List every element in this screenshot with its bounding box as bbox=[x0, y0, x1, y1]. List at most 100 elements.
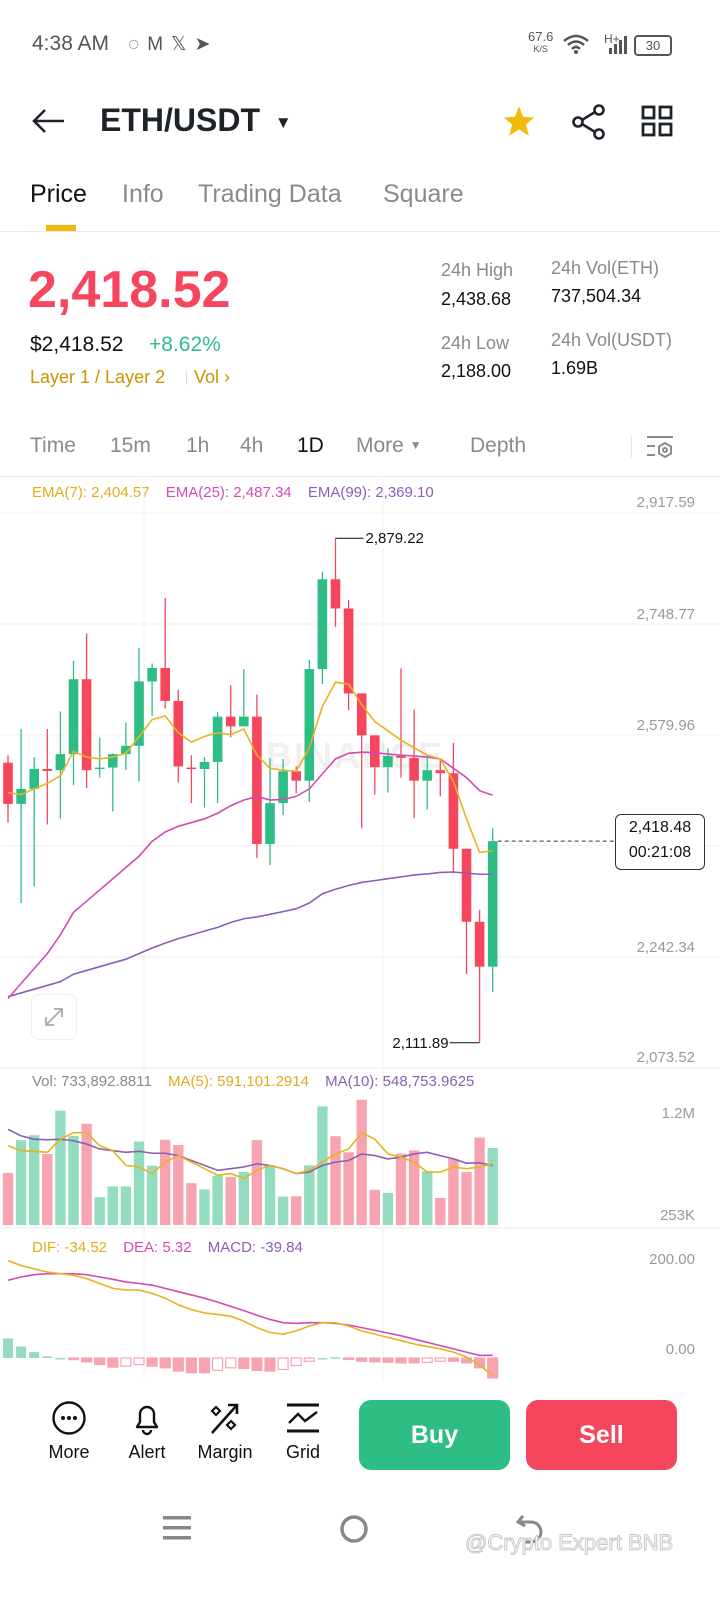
volume-bar bbox=[173, 1145, 184, 1225]
buy-button[interactable]: Buy bbox=[359, 1400, 510, 1470]
volume-bar bbox=[422, 1171, 433, 1225]
candle-up bbox=[16, 788, 26, 804]
volume-bar bbox=[238, 1172, 249, 1225]
toolbar-more[interactable]: More bbox=[34, 1400, 104, 1463]
nav-recents-icon[interactable] bbox=[163, 1514, 191, 1542]
candle-down bbox=[396, 755, 406, 758]
tab-trading-data[interactable]: Trading Data bbox=[198, 180, 342, 208]
macd-histogram-bar bbox=[212, 1357, 224, 1371]
macd-histogram-bar bbox=[356, 1357, 368, 1362]
high-price-label: 2,879.22 bbox=[366, 530, 424, 547]
interval-depth[interactable]: Depth bbox=[470, 434, 527, 457]
pair-selector[interactable]: ETH/USDT ▼ bbox=[100, 102, 292, 139]
price-tick-label: 2,748.77 bbox=[637, 606, 695, 623]
volume-bar bbox=[291, 1196, 302, 1225]
candle-up bbox=[422, 770, 432, 781]
toolbar-grid[interactable]: Grid bbox=[268, 1400, 338, 1463]
interval-15m[interactable]: 15m bbox=[110, 434, 151, 457]
sell-button[interactable]: Sell bbox=[526, 1400, 677, 1470]
tab-price[interactable]: Price bbox=[30, 180, 87, 208]
interval-separator bbox=[631, 436, 632, 458]
fullscreen-button[interactable] bbox=[31, 994, 77, 1040]
stat-24h-high-value: 2,438.68 bbox=[441, 289, 512, 309]
candle-down bbox=[3, 762, 13, 804]
volume-bar bbox=[435, 1197, 446, 1225]
volume-legend: Vol: 733,892.8811 MA(5): 591,101.2914 MA… bbox=[32, 1073, 474, 1090]
macd-legend: DIF: -34.52 DEA: 5.32 MACD: -39.84 bbox=[32, 1239, 303, 1256]
candle-down bbox=[474, 921, 485, 967]
ma10-legend: MA(10): 548,753.9625 bbox=[325, 1073, 475, 1090]
kline-chart[interactable]: BINANCE 2,917.592,748.772,579.962,242.34… bbox=[0, 0, 720, 1390]
macd-histogram-bar bbox=[487, 1357, 499, 1379]
macd-histogram-bar bbox=[264, 1357, 276, 1372]
tag-separator bbox=[186, 371, 187, 385]
macd-histogram-bar bbox=[447, 1357, 459, 1362]
macd-histogram-bar bbox=[3, 1338, 13, 1358]
notification-icons: ◌M𝕏➤ bbox=[128, 33, 218, 56]
pair-title: ETH/USDT bbox=[100, 102, 260, 138]
stat-24h-vol-usdt-value: 1.69B bbox=[551, 358, 599, 378]
volume-bar bbox=[107, 1186, 118, 1225]
net-speed-unit: K/S bbox=[533, 44, 548, 54]
macd-histogram-bar bbox=[330, 1357, 341, 1359]
category-tags[interactable]: Layer 1 / Layer 2 bbox=[30, 367, 166, 387]
vol-link[interactable]: Vol › bbox=[194, 367, 230, 388]
favorite-star-icon[interactable] bbox=[502, 105, 536, 137]
volume-bar bbox=[120, 1186, 132, 1225]
price-tick-label: 2,917.59 bbox=[637, 494, 695, 511]
candle-up bbox=[487, 841, 498, 967]
more-dots-icon bbox=[52, 1401, 86, 1435]
macd-histogram-bar bbox=[238, 1357, 250, 1370]
macd-histogram-bar bbox=[225, 1357, 237, 1369]
interval-4h[interactable]: 4h bbox=[240, 434, 264, 457]
ma5-legend: MA(5): 591,101.2914 bbox=[168, 1073, 309, 1090]
volume-bar bbox=[448, 1158, 459, 1225]
stat-24h-vol-eth-label: 24h Vol(ETH) bbox=[551, 258, 660, 278]
candle-down bbox=[252, 716, 262, 844]
x-icon: 𝕏 bbox=[171, 34, 195, 55]
interval-more[interactable]: More ▼ bbox=[356, 434, 422, 458]
current-price-box[interactable]: 2,418.48 00:21:08 bbox=[615, 814, 705, 871]
toolbar-alert[interactable]: Alert bbox=[112, 1400, 182, 1463]
tab-info[interactable]: Info bbox=[122, 180, 164, 208]
interval-time[interactable]: Time bbox=[30, 434, 76, 457]
price-tick-label: 2,579.96 bbox=[637, 717, 695, 734]
toolbar-margin[interactable]: Margin bbox=[190, 1400, 260, 1463]
interval-1d[interactable]: 1D bbox=[297, 434, 324, 457]
macd-histogram-bar bbox=[133, 1357, 145, 1366]
nav-home-icon[interactable] bbox=[339, 1514, 369, 1544]
ema-legend: EMA(7): 2,404.57 EMA(25): 2,487.34 EMA(9… bbox=[32, 484, 434, 501]
interval-more-label: More bbox=[356, 434, 404, 457]
toolbar-margin-label: Margin bbox=[197, 1442, 253, 1462]
volume-bar bbox=[277, 1196, 289, 1225]
candle-down bbox=[291, 771, 301, 781]
net-speed: 67.6 K/S bbox=[528, 29, 554, 55]
net-speed-value: 67.6 bbox=[528, 29, 554, 44]
ema99-legend: EMA(99): 2,369.10 bbox=[307, 484, 434, 501]
back-arrow-icon[interactable] bbox=[32, 108, 66, 134]
nav-back-icon[interactable] bbox=[515, 1512, 545, 1544]
macd-histogram-bar bbox=[395, 1357, 407, 1364]
macd-histogram-bar bbox=[29, 1352, 40, 1358]
toolbar-alert-label: Alert bbox=[128, 1442, 166, 1462]
volume-ma5-line bbox=[7, 1131, 493, 1180]
volume-bar bbox=[68, 1135, 79, 1225]
whatsapp-icon: ◌ bbox=[128, 34, 148, 55]
gmail-icon: M bbox=[147, 34, 172, 55]
tab-square[interactable]: Square bbox=[383, 180, 464, 208]
candle-up bbox=[108, 754, 118, 768]
volume-bar bbox=[94, 1197, 105, 1225]
toolbar-more-label: More bbox=[48, 1442, 90, 1462]
grid-menu-icon[interactable] bbox=[641, 105, 673, 137]
macd-histogram-bar bbox=[382, 1357, 394, 1363]
chart-settings-icon[interactable] bbox=[645, 434, 675, 460]
macd-tick-label: 200.00 bbox=[649, 1251, 695, 1268]
interval-1h[interactable]: 1h bbox=[186, 434, 210, 457]
volume-bar bbox=[15, 1140, 27, 1225]
macd-histogram-bar bbox=[408, 1357, 420, 1364]
last-price: 2,418.52 bbox=[28, 261, 231, 319]
stat-24h-high-label: 24h High bbox=[441, 260, 514, 280]
macd-value-legend: MACD: -39.84 bbox=[207, 1239, 303, 1256]
candle-countdown: 00:21:08 bbox=[628, 844, 692, 862]
share-icon[interactable] bbox=[571, 104, 607, 140]
